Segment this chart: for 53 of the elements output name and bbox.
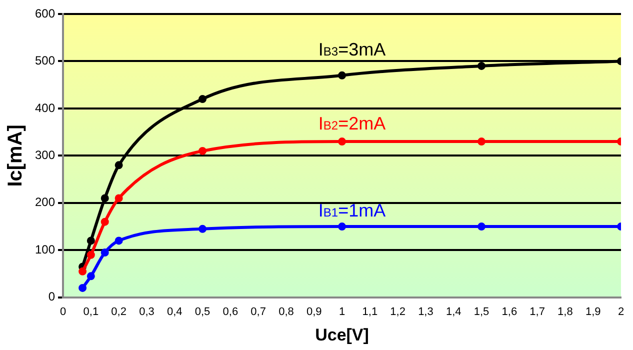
y-tick-label: 400 — [34, 100, 56, 115]
point — [114, 194, 123, 202]
point — [86, 272, 95, 280]
x-tick-label: 1,3 — [418, 306, 434, 318]
x-tick-label: 0,6 — [222, 306, 238, 318]
x-tick-label: 1,5 — [474, 306, 490, 318]
y-tick-label: 300 — [34, 148, 56, 162]
y-tick-label: 600 — [34, 6, 56, 20]
series-label: IB3=3mA — [318, 39, 386, 60]
y-tick-label: 100 — [34, 242, 56, 256]
y-tick-label: 0 — [48, 290, 56, 304]
x-tick-label: 1 — [338, 306, 346, 318]
x-tick-label: 0,4 — [166, 306, 182, 318]
point — [86, 236, 95, 245]
x-tick-label: 2 — [618, 306, 624, 318]
point — [78, 284, 87, 292]
x-tick-label: 1,2 — [390, 306, 406, 318]
x-tick-label: 1,8 — [558, 306, 573, 318]
point — [78, 267, 87, 276]
x-axis-title: Uce[V] — [315, 325, 369, 344]
y-tick-label: 500 — [34, 54, 56, 68]
x-tick-label: 1,7 — [530, 306, 545, 318]
x-tick-label: 1,4 — [446, 306, 462, 318]
x-tick-label: 1,9 — [585, 306, 601, 318]
point — [86, 250, 95, 259]
x-tick-label: 0,8 — [278, 306, 294, 318]
point — [198, 95, 207, 104]
x-tick-label: 0 — [60, 306, 66, 318]
point — [478, 138, 486, 146]
point — [338, 222, 346, 231]
point — [100, 248, 109, 257]
point — [198, 224, 207, 233]
x-tick-label: 1,1 — [362, 306, 378, 318]
x-tick-label: 0,7 — [250, 306, 266, 318]
point — [338, 71, 346, 80]
y-tick-label: 200 — [34, 195, 56, 210]
point — [100, 194, 109, 202]
x-tick-label: 0,3 — [139, 306, 154, 318]
y-axis-title: Ic[mA] — [4, 124, 27, 187]
x-tick-label: 0,2 — [111, 306, 126, 318]
x-tick-label: 1,6 — [502, 306, 518, 318]
point — [478, 62, 486, 70]
point — [198, 146, 207, 155]
x-tick-label: 0,1 — [83, 306, 99, 318]
point — [100, 218, 109, 226]
series-label: IB1=1mA — [318, 200, 386, 221]
point — [478, 222, 486, 231]
point — [114, 161, 123, 170]
point — [114, 236, 123, 245]
series-label: IB2=2mA — [318, 114, 386, 134]
x-tick-label: 0,5 — [194, 306, 210, 318]
point — [338, 138, 346, 146]
x-tick-label: 0,9 — [306, 306, 322, 318]
